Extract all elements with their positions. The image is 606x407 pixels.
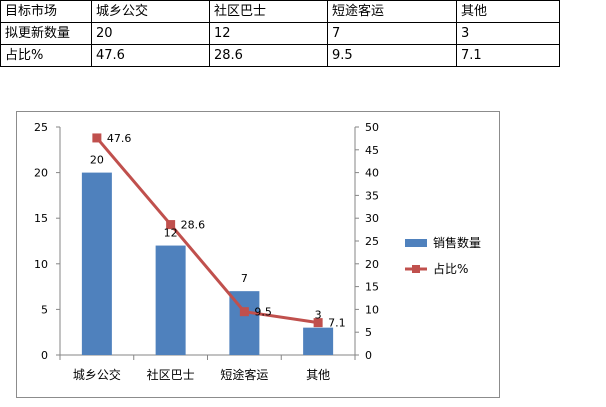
table-row: 拟更新数量 20 12 7 3 — [0, 22, 560, 45]
right-tick-label: 45 — [365, 144, 379, 157]
x-category-label: 社区巴士 — [147, 367, 195, 382]
bar — [303, 327, 334, 355]
left-tick-label: 0 — [41, 349, 48, 362]
table-header-cell: 短途客运 — [327, 0, 457, 23]
table-cell: 28.6 — [209, 44, 328, 67]
table-row: 占比% 47.6 28.6 9.5 7.1 — [0, 44, 560, 67]
table-cell: 9.5 — [327, 44, 457, 67]
right-tick-label: 30 — [365, 212, 379, 225]
line-marker — [92, 133, 102, 143]
table-cell: 7.1 — [456, 44, 560, 67]
data-table: 目标市场 城乡公交 社区巴士 短途客运 其他 拟更新数量 20 12 7 3 占比% 47.6 28.6… — [0, 0, 560, 67]
x-category-label: 短途客运 — [220, 367, 268, 382]
right-tick-label: 0 — [365, 349, 372, 362]
chart-axes: 0 5 10 15 20 25 0 5 10 15 20 25 30 35 40 45 50 城乡公交 社区巴士 短途… — [34, 121, 379, 382]
right-tick-label: 35 — [365, 189, 379, 202]
right-tick-label: 5 — [365, 326, 372, 339]
right-tick-label: 20 — [365, 258, 379, 271]
chart-container: 0 5 10 15 20 25 0 5 10 15 20 25 30 35 40 45 50 城乡公交 社区巴士 短途… — [16, 111, 500, 398]
legend-label: 占比% — [433, 261, 468, 276]
table-cell: 3 — [456, 22, 560, 45]
line-marker — [313, 318, 323, 328]
table-cell: 47.6 — [91, 44, 210, 67]
line-data-label: 7.1 — [328, 317, 346, 330]
table-header-cell: 其他 — [456, 0, 560, 23]
left-tick-label: 15 — [34, 212, 48, 225]
bar-data-label: 20 — [90, 154, 104, 167]
table-cell: 7 — [327, 22, 457, 45]
line-marker — [239, 307, 249, 317]
right-tick-label: 15 — [365, 281, 379, 294]
bar-data-label: 3 — [315, 309, 322, 322]
table-row: 目标市场 城乡公交 社区巴士 短途客运 其他 — [0, 0, 560, 23]
bar — [81, 172, 112, 355]
line-data-label: 47.6 — [107, 132, 132, 145]
bar-series — [81, 172, 334, 355]
line-marker — [166, 220, 176, 230]
table-header-cell: 目标市场 — [0, 0, 92, 23]
table-cell: 拟更新数量 — [0, 22, 92, 45]
bar-data-label: 7 — [241, 272, 248, 285]
table-cell: 12 — [209, 22, 328, 45]
legend-label: 销售数量 — [433, 235, 481, 250]
left-tick-label: 25 — [34, 121, 48, 134]
line-data-label: 9.5 — [254, 306, 272, 319]
table-cell: 20 — [91, 22, 210, 45]
combo-chart: 0 5 10 15 20 25 0 5 10 15 20 25 30 35 40 45 50 城乡公交 社区巴士 短途… — [34, 121, 481, 382]
left-tick-label: 10 — [34, 258, 48, 271]
right-tick-label: 10 — [365, 303, 379, 316]
line-data-label: 28.6 — [181, 219, 206, 232]
table-cell: 占比% — [0, 44, 92, 67]
right-tick-label: 40 — [365, 167, 379, 180]
bar — [155, 245, 186, 355]
line-series — [92, 133, 323, 328]
x-category-label: 其他 — [306, 368, 330, 382]
x-category-label: 城乡公交 — [73, 367, 121, 382]
left-tick-label: 20 — [34, 167, 48, 180]
legend-line-marker — [412, 265, 420, 273]
right-tick-label: 50 — [365, 121, 379, 134]
right-tick-label: 25 — [365, 235, 379, 248]
bar-data-label: 12 — [164, 227, 178, 240]
table-header-cell: 社区巴士 — [209, 0, 328, 23]
table-header-cell: 城乡公交 — [91, 0, 210, 23]
legend-bar-swatch — [405, 239, 427, 247]
data-labels: 20 12 7 3 47.6 28.6 9.5 7.1 — [90, 132, 346, 330]
left-tick-label: 5 — [41, 303, 48, 316]
line-path — [95, 136, 319, 325]
